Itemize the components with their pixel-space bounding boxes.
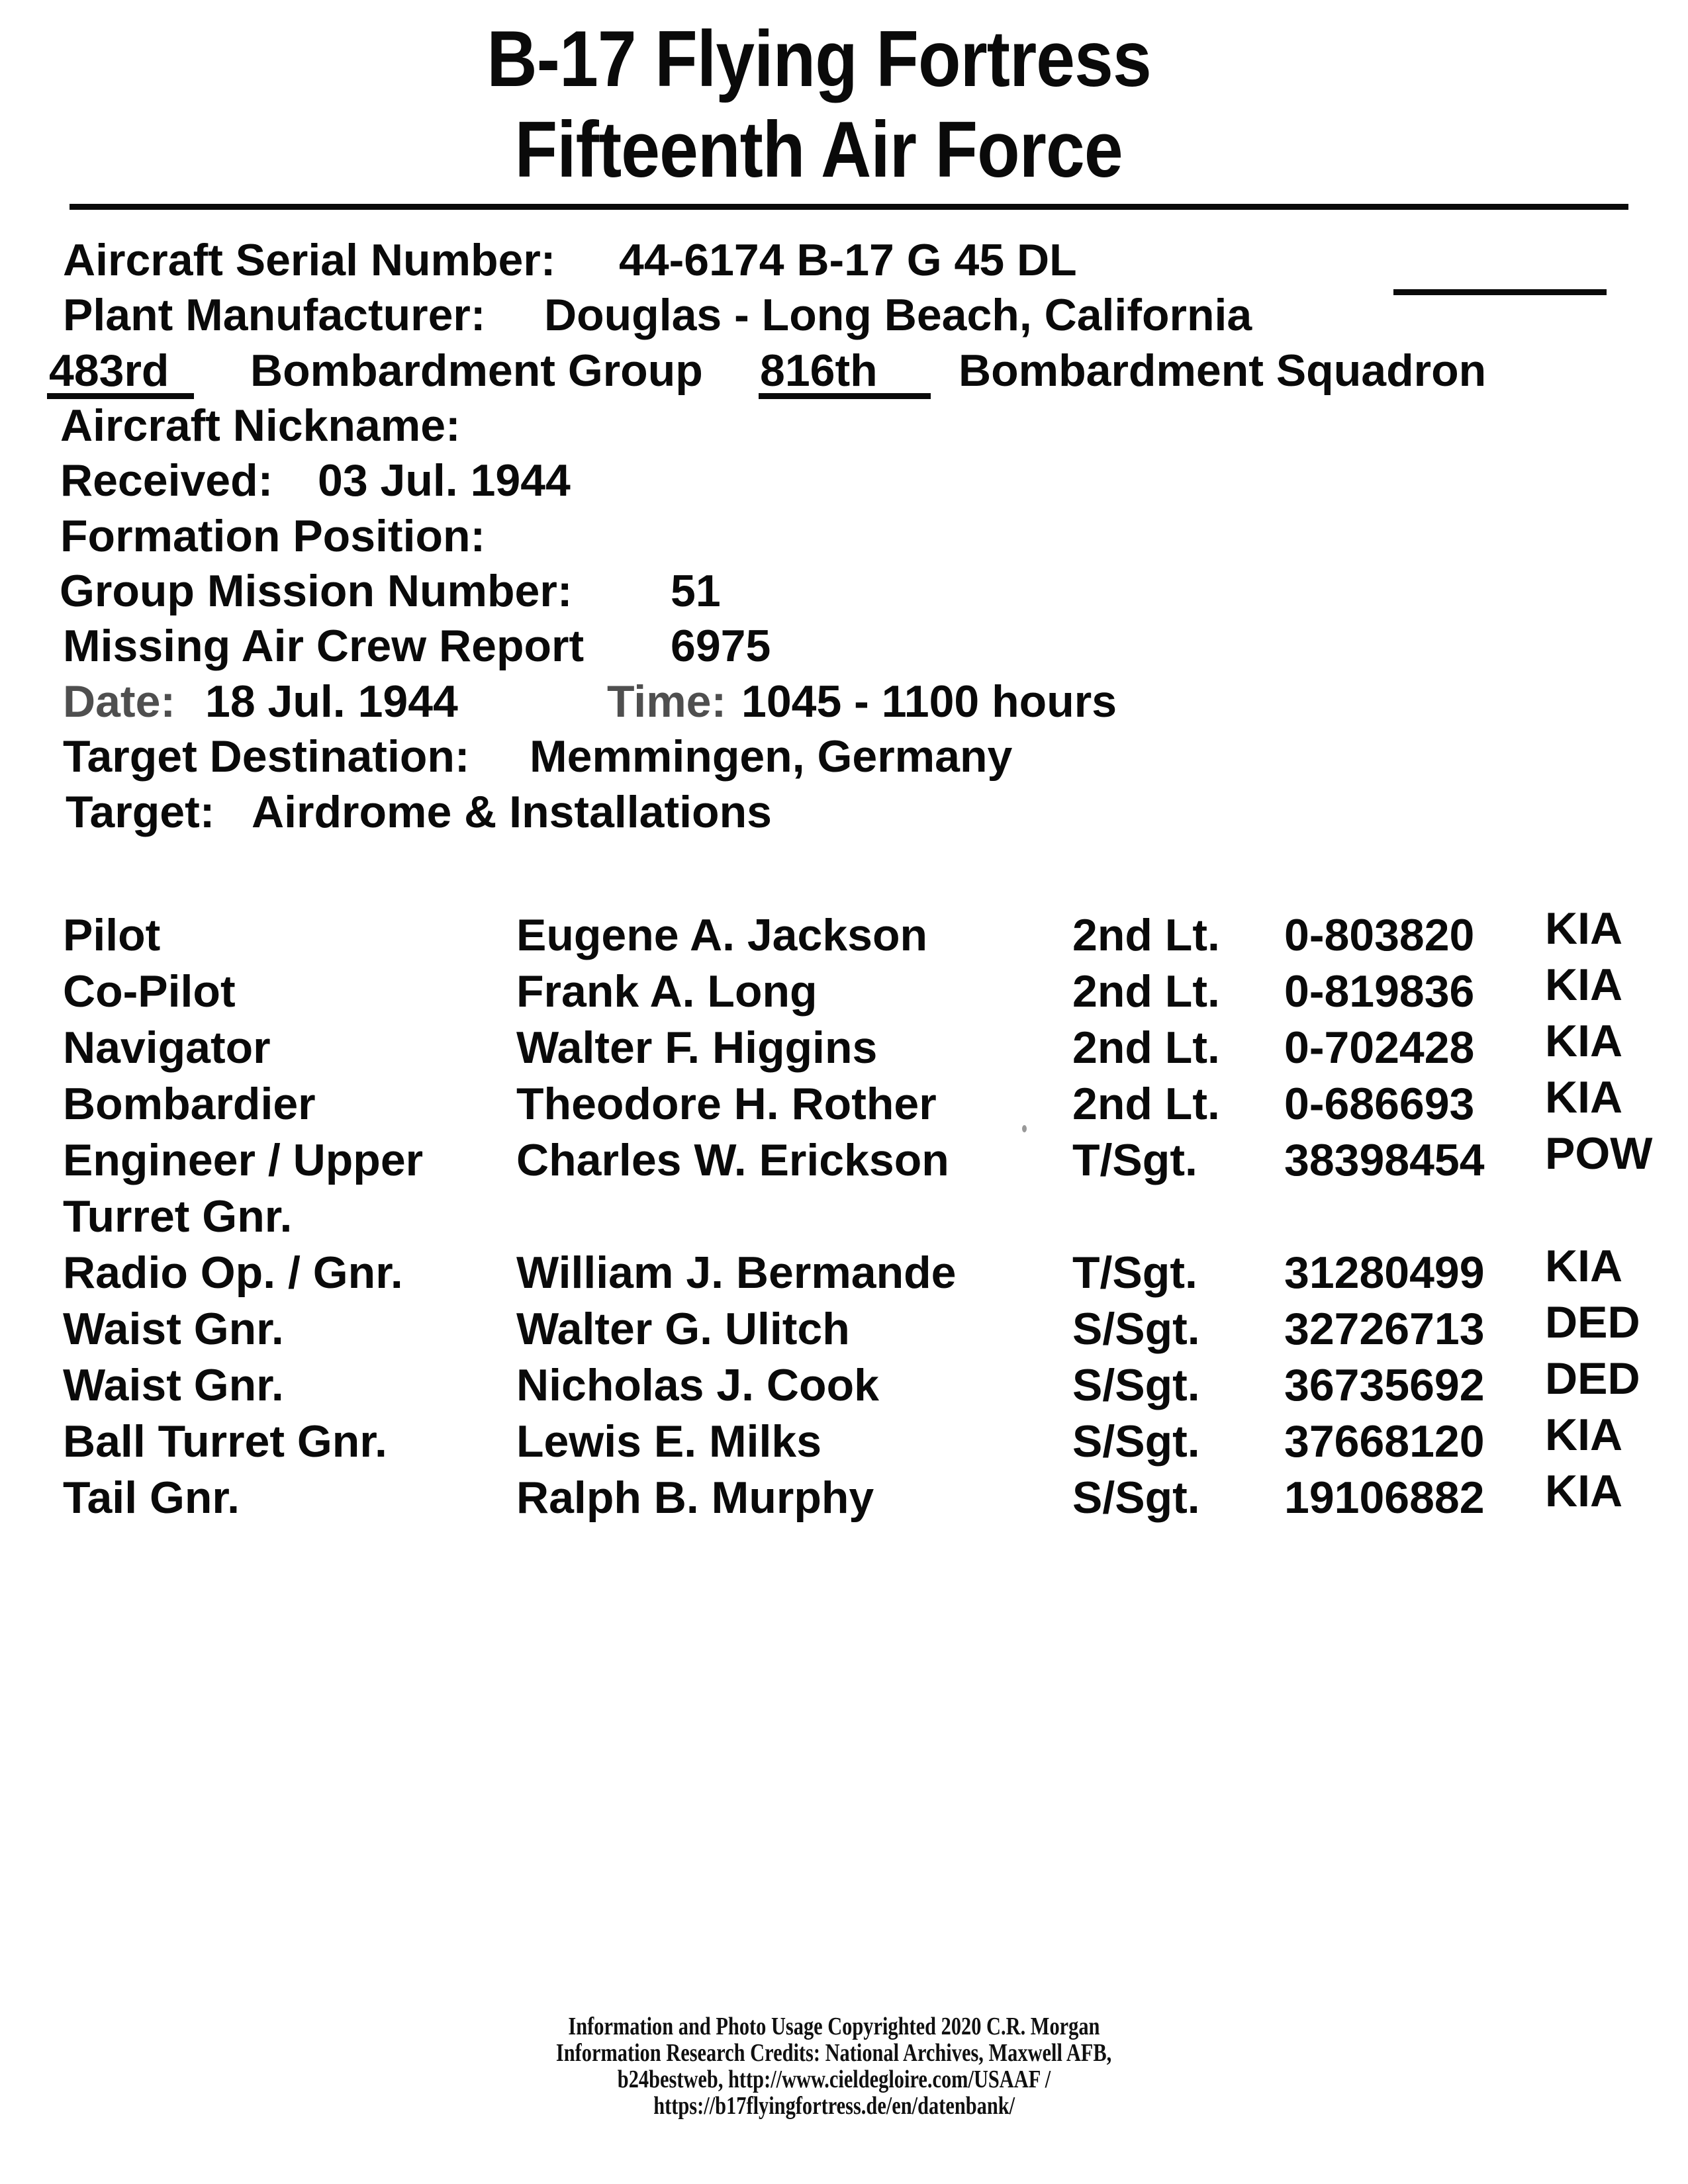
received-value: 03 Jul. 1944 [318, 455, 571, 506]
time-value: 1045 - 1100 hours [741, 676, 1117, 727]
title-divider-rule [70, 204, 1628, 210]
crew-6-status: KIA [1545, 1241, 1623, 1291]
crew-2-serial: 0-819836 [1284, 966, 1475, 1017]
crew-3-rank: 2nd Lt. [1072, 1023, 1220, 1073]
formation-position-label: Formation Position: [60, 511, 486, 561]
date-label: Date: [63, 676, 176, 727]
date-value: 18 Jul. 1944 [205, 676, 458, 727]
crew-9-status: KIA [1545, 1410, 1623, 1460]
crew-1-status: KIA [1545, 903, 1623, 954]
crew-2-name: Frank A. Long [516, 966, 818, 1017]
crew-5-rank: T/Sgt. [1072, 1135, 1197, 1185]
crew-10-rank: S/Sgt. [1072, 1473, 1200, 1523]
received-label: Received: [60, 455, 273, 506]
time-label: Time: [607, 676, 727, 727]
crew-8-rank: S/Sgt. [1072, 1360, 1200, 1410]
crew-5-status: POW [1545, 1128, 1653, 1179]
bomb-squadron-number: 816th [760, 345, 878, 396]
target-destination-value: Memmingen, Germany [530, 731, 1013, 782]
crew-10-serial: 19106882 [1284, 1473, 1485, 1523]
crew-6-name: William J. Bermande [516, 1248, 957, 1298]
crew-8-name: Nicholas J. Cook [516, 1360, 879, 1410]
crew-9-name: Lewis E. Milks [516, 1416, 822, 1467]
crew-4-rank: 2nd Lt. [1072, 1079, 1220, 1129]
crew-7-serial: 32726713 [1284, 1304, 1485, 1354]
crew-3-role: Navigator [63, 1023, 271, 1073]
crew-4-status: KIA [1545, 1072, 1623, 1122]
squadron-number-underline [759, 393, 931, 399]
crew-1-role: Pilot [63, 910, 161, 960]
crew-6-role: Radio Op. / Gnr. [63, 1248, 403, 1298]
document-title-line1: B-17 Flying Fortress [487, 15, 1151, 103]
crew-9-rank: S/Sgt. [1072, 1416, 1200, 1467]
target-value: Airdrome & Installations [252, 787, 772, 837]
crew-7-status: DED [1545, 1297, 1640, 1347]
crew-2-role: Co-Pilot [63, 966, 236, 1017]
footer-credits-line4: https://b17flyingfortress.de/en/datenban… [653, 2092, 1015, 2120]
crew-10-status: KIA [1545, 1466, 1623, 1516]
footer-credits: Information and Photo Usage Copyrighted … [0, 2013, 1678, 2119]
crew-3-status: KIA [1545, 1016, 1623, 1066]
crew-5-role: Engineer / Upper Turret Gnr. [63, 1135, 424, 1242]
group-mission-label: Group Mission Number: [60, 566, 573, 616]
group-number-underline [47, 393, 194, 399]
crew-1-serial: 0-803820 [1284, 910, 1475, 960]
crew-6-rank: T/Sgt. [1072, 1248, 1197, 1298]
aircraft-serial-value: 44-6174 B-17 G 45 DL [619, 235, 1077, 285]
group-mission-value: 51 [671, 566, 721, 616]
bomb-group-label: Bombardment Group [250, 345, 703, 396]
macr-label: Missing Air Crew Report [63, 621, 585, 671]
scan-artifact-mark [1022, 1125, 1027, 1132]
crew-9-role: Ball Turret Gnr. [63, 1416, 387, 1467]
crew-10-role: Tail Gnr. [63, 1473, 240, 1523]
document-title-line2: Fifteenth Air Force [514, 105, 1123, 194]
crew-8-role: Waist Gnr. [63, 1360, 284, 1410]
crew-9-serial: 37668120 [1284, 1416, 1485, 1467]
crew-4-serial: 0-686693 [1284, 1079, 1475, 1129]
plant-manufacturer-label: Plant Manufacturer: [63, 290, 486, 340]
aircraft-serial-label: Aircraft Serial Number: [63, 235, 556, 285]
crew-8-status: DED [1545, 1353, 1640, 1404]
footer-credits-line3: b24bestweb, http://www.cieldegloire.com/… [617, 2066, 1051, 2093]
crew-4-name: Theodore H. Rother [516, 1079, 937, 1129]
plant-manufacturer-value: Douglas - Long Beach, California [544, 290, 1252, 340]
crew-5-name: Charles W. Erickson [516, 1135, 949, 1185]
target-label: Target: [66, 787, 215, 837]
crew-2-status: KIA [1545, 960, 1623, 1010]
bomb-group-number: 483rd [49, 345, 169, 396]
serial-blank-line [1393, 289, 1607, 295]
crew-5-serial: 38398454 [1284, 1135, 1485, 1185]
bomb-squadron-label: Bombardment Squadron [959, 345, 1487, 396]
crew-6-serial: 31280499 [1284, 1248, 1485, 1298]
crew-10-name: Ralph B. Murphy [516, 1473, 874, 1523]
crew-3-serial: 0-702428 [1284, 1023, 1475, 1073]
footer-credits-line1: Information and Photo Usage Copyrighted … [568, 2013, 1100, 2040]
crew-4-role: Bombardier [63, 1079, 316, 1129]
crew-7-name: Walter G. Ulitch [516, 1304, 850, 1354]
crew-1-rank: 2nd Lt. [1072, 910, 1220, 960]
macr-value: 6975 [671, 621, 771, 671]
crew-2-rank: 2nd Lt. [1072, 966, 1220, 1017]
crew-7-rank: S/Sgt. [1072, 1304, 1200, 1354]
aircraft-nickname-label: Aircraft Nickname: [60, 400, 461, 451]
target-destination-label: Target Destination: [63, 731, 470, 782]
crew-3-name: Walter F. Higgins [516, 1023, 878, 1073]
footer-credits-line2: Information Research Credits: National A… [556, 2039, 1112, 2067]
crew-7-role: Waist Gnr. [63, 1304, 284, 1354]
crew-8-serial: 36735692 [1284, 1360, 1485, 1410]
crew-1-name: Eugene A. Jackson [516, 910, 928, 960]
